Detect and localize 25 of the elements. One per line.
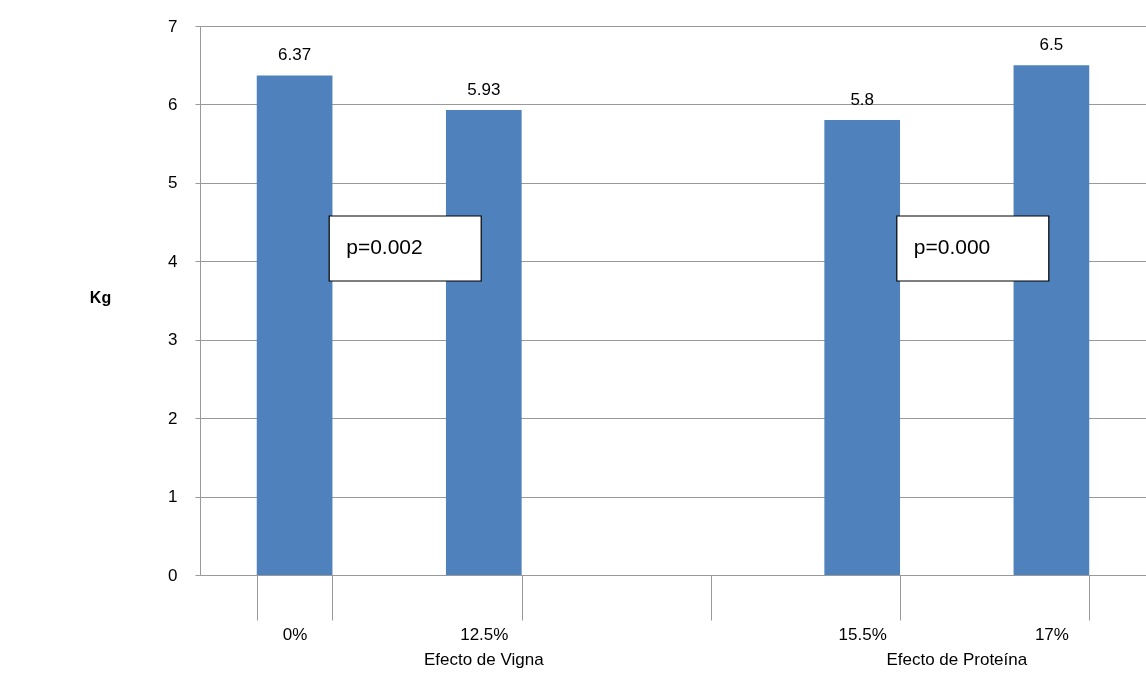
y-tick-label: 6 [168,94,178,114]
annotation: p=0.000 [913,235,991,258]
x-tick-label: 12.5% [460,624,509,644]
data-label: 6.37 [278,45,312,65]
data-label: 6.5 [1039,35,1064,55]
x-tick-label: 0% [282,624,308,644]
data-label: 5.93 [467,79,501,99]
y-tick-label: 2 [168,408,178,428]
text: Efecto de Proteína [886,650,1028,669]
data-label: 5.8 [850,90,875,110]
y-tick-label: 0 [168,565,178,585]
bar [256,75,333,575]
y-tick-label: 7 [168,16,178,36]
x-tick-label: 17% [1034,624,1069,644]
bar [445,109,522,575]
y-axis-title: Kg [89,289,112,306]
y-tick-label: 3 [168,330,178,350]
bar [1013,65,1090,575]
y-tick-label: 1 [168,487,178,507]
text: Efecto de Vigna [423,650,545,669]
annotation: p=0.002 [346,235,423,258]
x-tick-label: 15.5% [838,624,887,644]
bar [824,120,901,575]
y-tick-label: 4 [168,251,178,271]
y-tick-label: 5 [168,173,178,193]
